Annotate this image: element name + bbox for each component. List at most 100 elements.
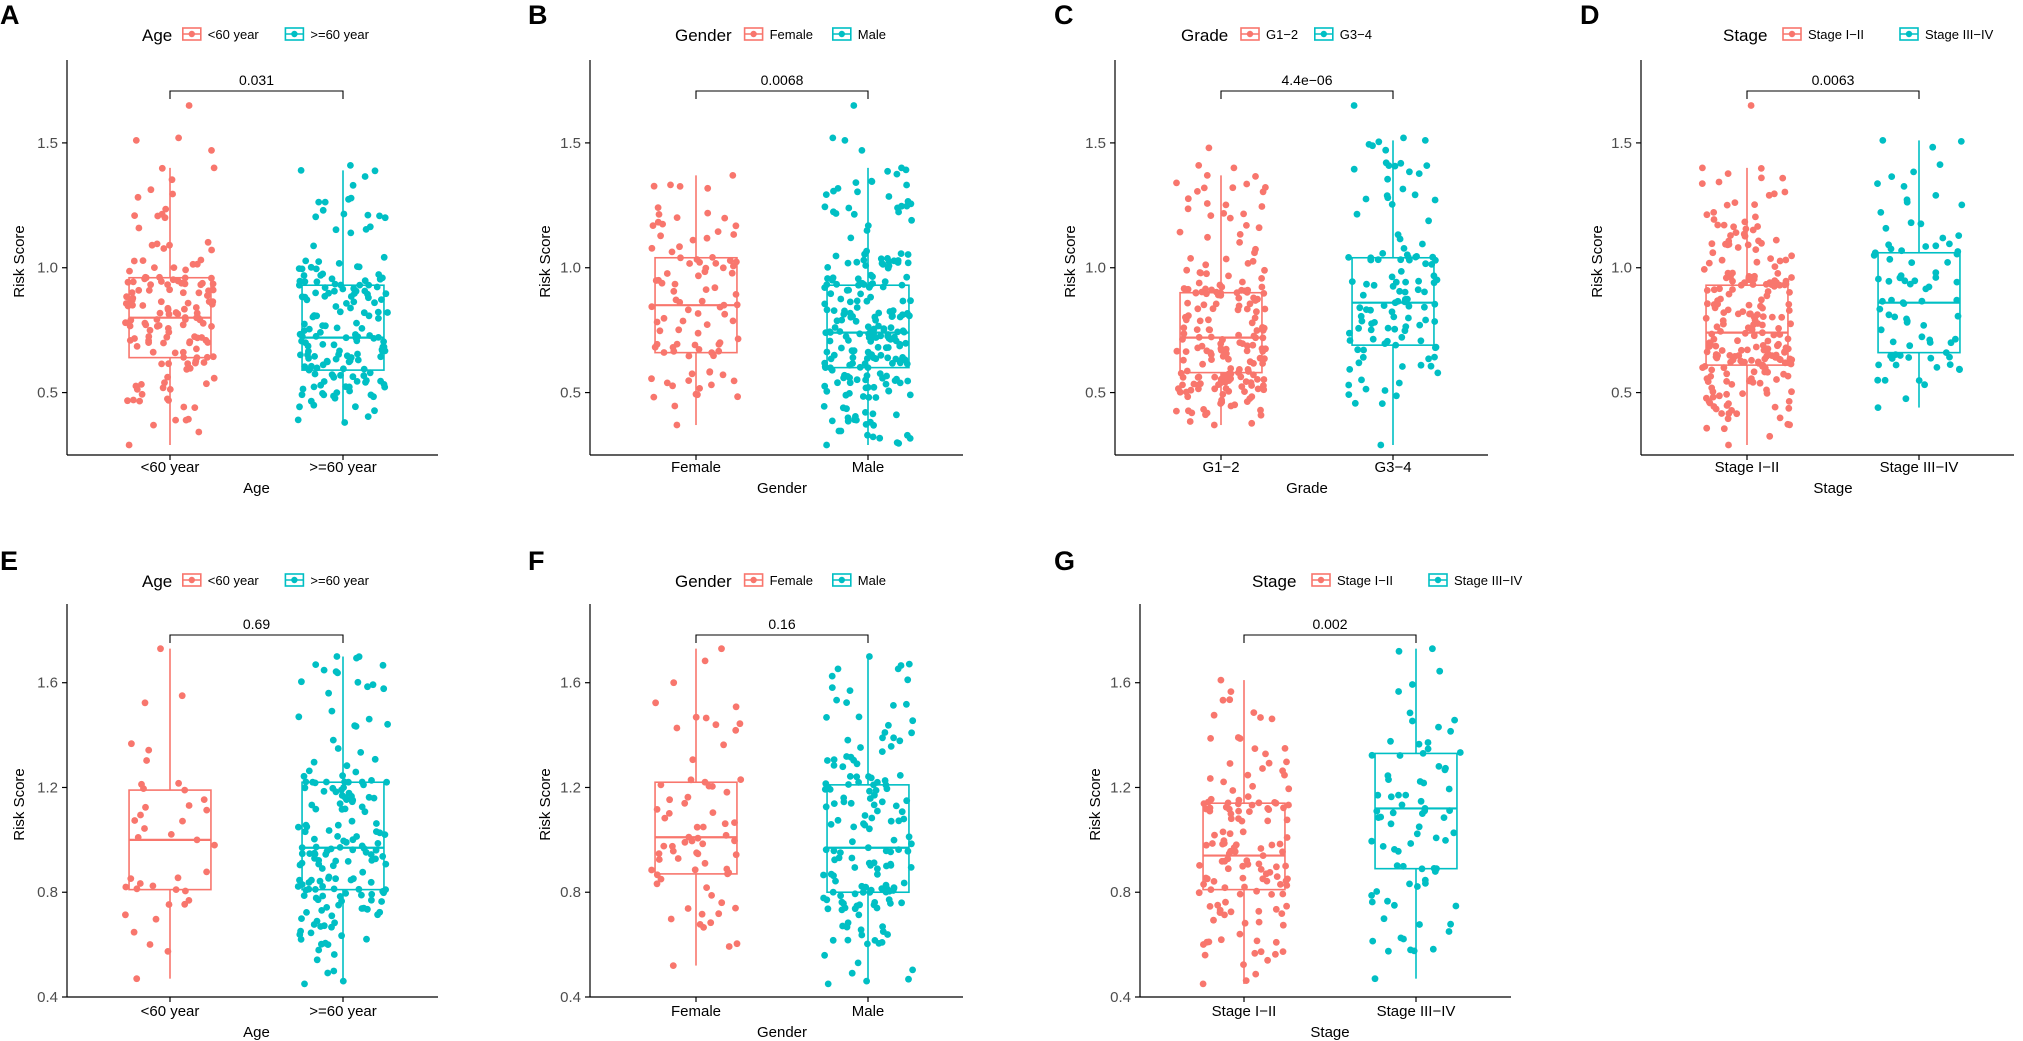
data-point: [1786, 289, 1793, 296]
data-point: [1258, 275, 1265, 282]
data-point: [861, 812, 869, 819]
data-point: [688, 837, 696, 845]
data-point: [297, 936, 305, 943]
data-point: [204, 238, 212, 246]
data-point: [308, 362, 315, 370]
data-point: [1932, 192, 1940, 199]
data-point: [320, 922, 328, 930]
data-point: [164, 306, 172, 314]
data-point: [1388, 308, 1396, 316]
data-point: [870, 801, 878, 809]
data-point: [305, 347, 312, 355]
data-point: [861, 360, 869, 368]
data-point: [887, 848, 895, 856]
data-point: [846, 298, 854, 306]
data-point: [836, 328, 844, 335]
data-point: [831, 324, 839, 331]
data-point: [1734, 337, 1741, 345]
data-point: [1728, 381, 1736, 388]
data-point: [1222, 255, 1230, 263]
data-point: [141, 825, 148, 832]
data-point: [1244, 260, 1252, 267]
data-point: [857, 744, 864, 751]
data-point: [349, 373, 357, 381]
data-point: [821, 300, 829, 308]
data-point: [1395, 791, 1402, 799]
data-point: [380, 338, 387, 345]
data-point: [906, 391, 914, 399]
data-point: [706, 368, 714, 375]
x-tick-label: Female: [671, 1003, 721, 1020]
data-point: [335, 260, 343, 267]
data-point: [1710, 403, 1718, 410]
y-tick-label: 0.8: [37, 884, 58, 901]
data-point: [307, 929, 315, 937]
data-point: [169, 276, 177, 284]
data-point: [185, 102, 193, 109]
data-point: [1876, 305, 1884, 313]
legend-label-2: Stage III−IV: [1454, 573, 1523, 588]
data-point: [146, 326, 154, 334]
data-point: [1220, 778, 1227, 786]
data-point: [1207, 351, 1215, 358]
data-point: [1929, 143, 1937, 151]
data-point: [1727, 273, 1734, 281]
data-point: [358, 842, 366, 850]
data-point: [330, 392, 337, 400]
data-point: [872, 316, 879, 324]
data-point: [1886, 255, 1894, 263]
data-point: [884, 167, 891, 175]
data-point: [1932, 242, 1940, 250]
data-point: [1262, 750, 1269, 758]
data-point: [710, 352, 717, 360]
data-point: [1367, 256, 1375, 264]
data-point: [721, 310, 729, 318]
data-point: [1405, 314, 1412, 322]
data-point: [865, 773, 872, 780]
data-point: [1784, 335, 1792, 343]
data-point: [332, 303, 340, 310]
data-point: [1244, 793, 1252, 800]
data-point: [354, 678, 362, 686]
data-point: [698, 297, 706, 305]
data-point: [152, 915, 160, 923]
data-point: [883, 785, 891, 793]
data-point: [874, 870, 881, 878]
data-point: [895, 846, 902, 853]
data-point: [669, 962, 677, 969]
data-point: [1748, 356, 1755, 364]
data-point: [317, 271, 325, 279]
y-tick-label: 1.6: [37, 675, 58, 692]
data-point: [1392, 341, 1400, 349]
data-point: [843, 753, 850, 760]
data-point: [1234, 800, 1242, 808]
data-point: [139, 302, 147, 309]
data-point: [371, 407, 378, 415]
data-point: [1918, 297, 1926, 305]
data-point: [894, 259, 902, 266]
data-point: [1226, 760, 1234, 767]
data-point: [365, 281, 373, 289]
data-point: [853, 304, 861, 311]
data-point: [1204, 233, 1211, 241]
legend-key-point: [1246, 30, 1254, 38]
data-point: [1259, 765, 1266, 772]
data-point: [1732, 229, 1740, 237]
data-point: [712, 721, 720, 729]
data-point: [384, 720, 391, 728]
data-point: [348, 817, 356, 825]
data-point: [1184, 205, 1192, 213]
data-point: [840, 794, 848, 802]
data-point: [303, 909, 310, 916]
data-point: [1744, 241, 1752, 249]
data-point: [863, 247, 870, 255]
data-point: [297, 167, 305, 174]
group-1: [1173, 144, 1269, 429]
data-point: [1371, 319, 1378, 326]
data-point: [828, 417, 836, 425]
data-point: [850, 756, 857, 764]
data-point: [890, 734, 897, 742]
data-point: [145, 287, 153, 294]
data-point: [1265, 759, 1273, 767]
data-point: [312, 894, 320, 902]
